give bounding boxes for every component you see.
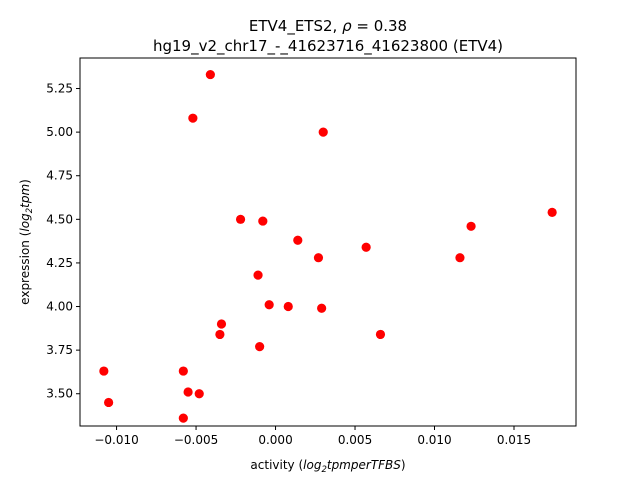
plot-frame xyxy=(79,57,577,427)
y-label-suffix: ) xyxy=(18,179,32,184)
y-tick-label: 4.75 xyxy=(46,169,73,183)
data-point xyxy=(235,214,246,224)
data-point xyxy=(178,413,188,423)
data-point xyxy=(466,221,476,231)
x-tick-label: −0.005 xyxy=(174,433,218,447)
y-tick-label: 5.00 xyxy=(46,125,73,139)
x-tick-label: 0.010 xyxy=(417,433,451,447)
y-tick-label: 4.00 xyxy=(46,300,73,314)
y-label-prefix: expression ( xyxy=(18,232,32,305)
y-label-sub: 2 xyxy=(25,208,35,213)
data-point xyxy=(194,389,204,399)
title-rho-symbol: ρ xyxy=(342,17,352,35)
data-points xyxy=(99,69,557,423)
data-point xyxy=(188,113,198,123)
data-point xyxy=(183,387,193,397)
data-point xyxy=(99,366,109,376)
data-point xyxy=(258,216,268,226)
data-point xyxy=(215,329,225,340)
data-point xyxy=(361,242,371,252)
x-label-log: log xyxy=(303,458,322,472)
title-prefix: ETV4_ETS2, xyxy=(249,17,342,36)
x-tick-label: 0.000 xyxy=(258,433,292,447)
data-point xyxy=(547,207,557,217)
data-point xyxy=(283,301,293,312)
chart-title-line1: ETV4_ETS2, ρ = 0.38 xyxy=(249,17,407,36)
y-tick-label: 3.75 xyxy=(46,343,73,357)
y-label-log: log xyxy=(18,213,32,232)
data-point xyxy=(216,319,227,329)
data-point xyxy=(178,366,188,376)
data-point xyxy=(375,329,386,340)
y-tick-label: 5.25 xyxy=(46,82,73,96)
data-point xyxy=(104,397,114,408)
y-label-rest: tpm xyxy=(18,184,32,208)
x-tick-label: 0.015 xyxy=(497,433,531,447)
title-rho-value: = 0.38 xyxy=(352,17,408,35)
plot-area: −0.010 −0.005 0.000 0.005 0.010 0.015 3.50 3.7… xyxy=(46,57,577,447)
data-point xyxy=(318,127,328,137)
x-label-suffix: ) xyxy=(401,458,406,472)
x-tick-label: −0.010 xyxy=(94,433,138,447)
x-tick-label: 0.005 xyxy=(338,433,372,447)
chart-title-line2: hg19_v2_chr17_-_41623716_41623800 (ETV4) xyxy=(153,37,503,56)
x-label-rest: tpmperTFBS xyxy=(327,458,401,472)
data-point xyxy=(255,342,265,352)
data-point xyxy=(313,253,324,263)
data-point xyxy=(455,253,465,263)
x-label-sub: 2 xyxy=(321,465,326,475)
x-label-prefix: activity ( xyxy=(250,458,303,472)
y-tick-label: 4.50 xyxy=(46,212,73,226)
data-point xyxy=(253,270,263,280)
data-point xyxy=(317,303,327,313)
y-axis-label: expression (log2tpm) xyxy=(18,179,35,305)
y-tick-label: 4.25 xyxy=(46,256,73,270)
data-point xyxy=(205,69,215,80)
x-axis-label: activity (log2tpmperTFBS) xyxy=(250,458,405,475)
y-axis: 3.50 3.75 4.00 4.25 4.50 4.75 5.00 5.25 xyxy=(46,82,80,401)
data-point xyxy=(264,300,274,310)
x-axis: −0.010 −0.005 0.000 0.005 0.010 0.015 xyxy=(94,426,531,447)
y-tick-label: 3.50 xyxy=(46,387,73,401)
data-point xyxy=(293,235,303,245)
